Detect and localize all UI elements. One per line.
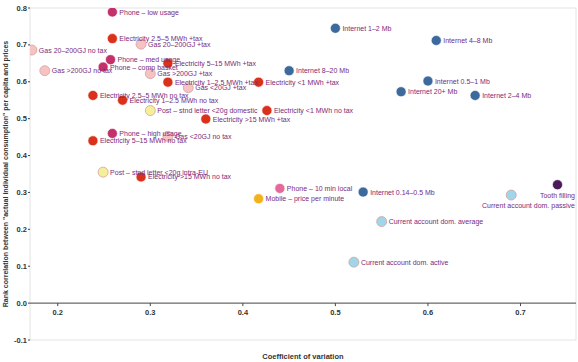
x-axis-label: Coefficient of variation bbox=[262, 352, 344, 361]
y-tick-label: -0.1 bbox=[14, 336, 27, 345]
point bbox=[552, 180, 562, 190]
point-label: Internet 0.14–0.5 Mb bbox=[370, 189, 435, 196]
y-tick bbox=[28, 44, 30, 45]
x-tick-label: 0.2 bbox=[53, 308, 63, 317]
point-label: Electricity >15 MWh no tax bbox=[148, 173, 232, 181]
y-tick bbox=[28, 118, 30, 119]
point-label: Electricity <1 MWh no tax bbox=[274, 107, 354, 115]
point-label: Gas >200GJ +tax bbox=[157, 70, 212, 77]
y-tick bbox=[28, 340, 30, 341]
point-label: Mobile – price per minute bbox=[266, 195, 345, 203]
point bbox=[163, 77, 173, 87]
point bbox=[107, 8, 117, 17]
point-label: Gas <20GJ +tax bbox=[195, 84, 246, 91]
point bbox=[201, 114, 211, 124]
y-tick bbox=[28, 192, 30, 193]
point-label: Internet 20+ Mb bbox=[408, 88, 457, 95]
x-tick-label: 0.7 bbox=[515, 308, 525, 317]
y-tick-label: 0.1 bbox=[17, 262, 27, 271]
point-label: Phone – 10 min local bbox=[287, 185, 353, 192]
point bbox=[40, 66, 50, 76]
plot-frame bbox=[30, 8, 576, 340]
point-label: Internet 2–4 Mb bbox=[482, 92, 531, 99]
x-tick bbox=[242, 303, 243, 306]
point-label: Internet 0.5–1 Mb bbox=[435, 78, 490, 85]
y-tick-label: 0.0 bbox=[17, 299, 27, 308]
point-label: Gas 20–200GJ +tax bbox=[148, 41, 211, 48]
point bbox=[396, 87, 406, 97]
x-axis bbox=[30, 303, 576, 304]
point-label: Tooth filling bbox=[540, 192, 575, 200]
point-label: Current account dom. average bbox=[389, 218, 484, 226]
point bbox=[506, 190, 516, 200]
y-axis-label: Rank correlation between "actual individ… bbox=[2, 41, 10, 308]
x-tick bbox=[427, 303, 428, 306]
point-label: Electricity 5–15 MWh no tax bbox=[100, 137, 187, 145]
point-label: Internet 4–8 Mb bbox=[443, 37, 492, 44]
point bbox=[377, 217, 387, 227]
point-label: Phone – low usage bbox=[119, 9, 179, 17]
y-tick-label: 0.7 bbox=[17, 40, 27, 49]
point bbox=[88, 136, 98, 146]
x-tick-label: 0.4 bbox=[238, 308, 249, 317]
y-tick bbox=[28, 229, 30, 230]
y-tick bbox=[28, 8, 30, 9]
point-label: Electricity 5–15 MWh +tax bbox=[175, 60, 257, 68]
point-labels: Phone – low usage Internet 1–2 Mb Internet… bbox=[39, 9, 575, 266]
x-tick bbox=[57, 303, 58, 306]
point bbox=[284, 66, 294, 76]
point bbox=[275, 183, 285, 193]
points bbox=[30, 8, 562, 267]
y-tick-label: 0.2 bbox=[17, 225, 27, 234]
point-label: Gas >200GJ no tax bbox=[52, 67, 113, 74]
point-label: Current account dom. passive bbox=[482, 202, 575, 210]
y-tick-label: 0.3 bbox=[17, 188, 27, 197]
point bbox=[349, 257, 359, 267]
point bbox=[431, 35, 441, 45]
x-tick-label: 0.5 bbox=[330, 308, 340, 317]
point-label: Electricity 1–2.5 MWh no tax bbox=[130, 97, 219, 105]
point bbox=[98, 167, 108, 177]
point bbox=[358, 187, 368, 197]
point bbox=[145, 106, 155, 116]
point-label: Internet 8–20 Mb bbox=[296, 67, 349, 74]
y-tick-label: 0.6 bbox=[17, 77, 27, 86]
x-tick-label: 0.3 bbox=[145, 308, 155, 317]
point bbox=[262, 106, 272, 116]
y-tick-label: 0.8 bbox=[17, 4, 27, 13]
point-label: Post – stnd letter <20g domestic bbox=[157, 107, 258, 115]
point bbox=[470, 90, 480, 100]
point bbox=[88, 90, 98, 100]
y-tick bbox=[28, 303, 30, 304]
point-label: Electricity <1 MWh +tax bbox=[266, 79, 340, 87]
x-tick bbox=[520, 303, 521, 306]
point bbox=[254, 194, 264, 204]
point-label: Gas 20–200GJ no tax bbox=[39, 47, 108, 54]
point bbox=[30, 45, 37, 55]
y-tick-label: 0.5 bbox=[17, 114, 27, 123]
x-tick bbox=[150, 303, 151, 306]
point-label: Electricity >15 MWh +tax bbox=[213, 116, 291, 124]
point-label: Internet 1–2 Mb bbox=[342, 25, 391, 32]
y-tick bbox=[28, 155, 30, 156]
point bbox=[330, 23, 340, 33]
chart: 0.2 0.3 0.4 0.5 0.6 0.7 -0.1 0.0 0.1 0.2 0.3 0.4 0.5… bbox=[0, 0, 578, 362]
y-tick-label: 0.4 bbox=[17, 151, 28, 160]
y-tick bbox=[28, 266, 30, 267]
point bbox=[423, 76, 433, 86]
point bbox=[107, 34, 117, 44]
point-label: Current account dom. active bbox=[361, 259, 449, 266]
y-tick bbox=[28, 81, 30, 82]
x-tick-label: 0.6 bbox=[423, 308, 433, 317]
x-tick bbox=[335, 303, 336, 306]
